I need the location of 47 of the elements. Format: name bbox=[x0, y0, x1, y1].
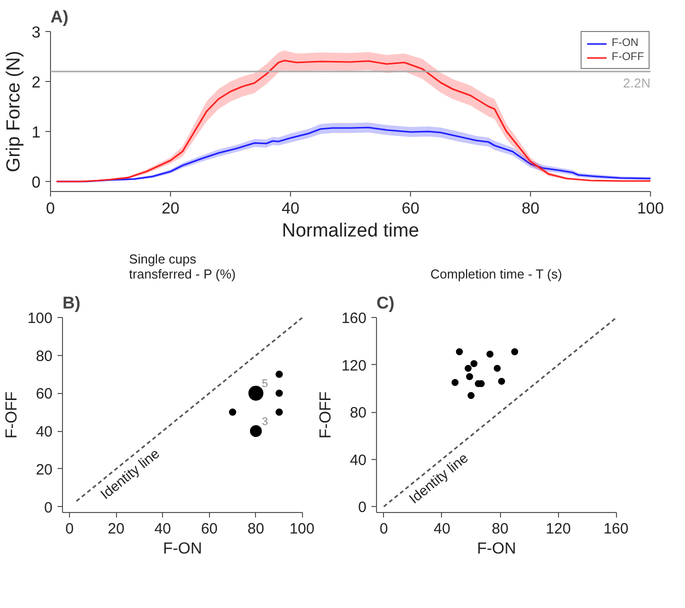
x-axis-title: F-ON bbox=[162, 540, 202, 558]
y-tick-label: 0 bbox=[32, 174, 41, 192]
y-axis-title: F-OFF bbox=[317, 391, 334, 439]
x-tick-label: 120 bbox=[546, 520, 571, 538]
x-tick-label: 0 bbox=[380, 520, 388, 538]
x-tick-label: 40 bbox=[434, 520, 450, 538]
text: C) bbox=[376, 294, 394, 312]
ref-line-label: 2.2N bbox=[623, 76, 651, 90]
y-tick-label: 40 bbox=[350, 452, 367, 469]
legend-label: F-ON bbox=[612, 37, 638, 49]
x-tick-label: 80 bbox=[522, 200, 540, 218]
x-tick-label: 160 bbox=[603, 520, 629, 538]
y-tick-label: 80 bbox=[350, 404, 367, 422]
y-axis-title: F-OFF bbox=[3, 391, 20, 439]
x-tick-label: 100 bbox=[637, 200, 664, 218]
y-tick-label: 0 bbox=[358, 499, 366, 516]
x-tick-label: 60 bbox=[200, 520, 218, 538]
y-tick-label: 80 bbox=[36, 348, 53, 365]
x-tick-label: 20 bbox=[108, 520, 124, 538]
annotation: 5 bbox=[262, 378, 268, 390]
x-tick-label: 100 bbox=[289, 520, 315, 538]
x-axis-title: Normalized time bbox=[282, 220, 420, 242]
annotation: 3 bbox=[262, 416, 268, 428]
y-tick-label: 20 bbox=[36, 461, 53, 478]
text: B) bbox=[62, 294, 80, 312]
y-tick-label: 40 bbox=[36, 424, 53, 441]
y-tick-label: 100 bbox=[27, 310, 53, 327]
text: A) bbox=[50, 8, 68, 26]
y-axis-title: Grip Force (N) bbox=[4, 50, 25, 172]
y-tick-label: 120 bbox=[341, 357, 367, 374]
y-tick-label: 1 bbox=[32, 124, 41, 142]
x-tick-label: 60 bbox=[402, 200, 420, 218]
chart-title: Single cups transferred - P (%) bbox=[129, 252, 236, 282]
x-tick-label: 20 bbox=[162, 200, 180, 218]
x-axis-title: F-ON bbox=[476, 540, 516, 558]
x-tick-label: 0 bbox=[65, 520, 74, 538]
y-tick-label: 160 bbox=[341, 310, 367, 327]
x-tick-label: 80 bbox=[492, 520, 508, 538]
legend-label: F-OFF bbox=[612, 51, 644, 63]
x-tick-label: 40 bbox=[282, 200, 300, 218]
y-tick-label: 2 bbox=[32, 74, 41, 92]
y-tick-label: 0 bbox=[44, 499, 52, 516]
y-tick-label: 3 bbox=[32, 24, 41, 42]
y-tick-label: 60 bbox=[36, 386, 53, 403]
x-tick-label: 40 bbox=[154, 520, 172, 538]
chart-title: Completion time - T (s) bbox=[430, 266, 562, 282]
x-tick-label: 80 bbox=[248, 520, 264, 538]
